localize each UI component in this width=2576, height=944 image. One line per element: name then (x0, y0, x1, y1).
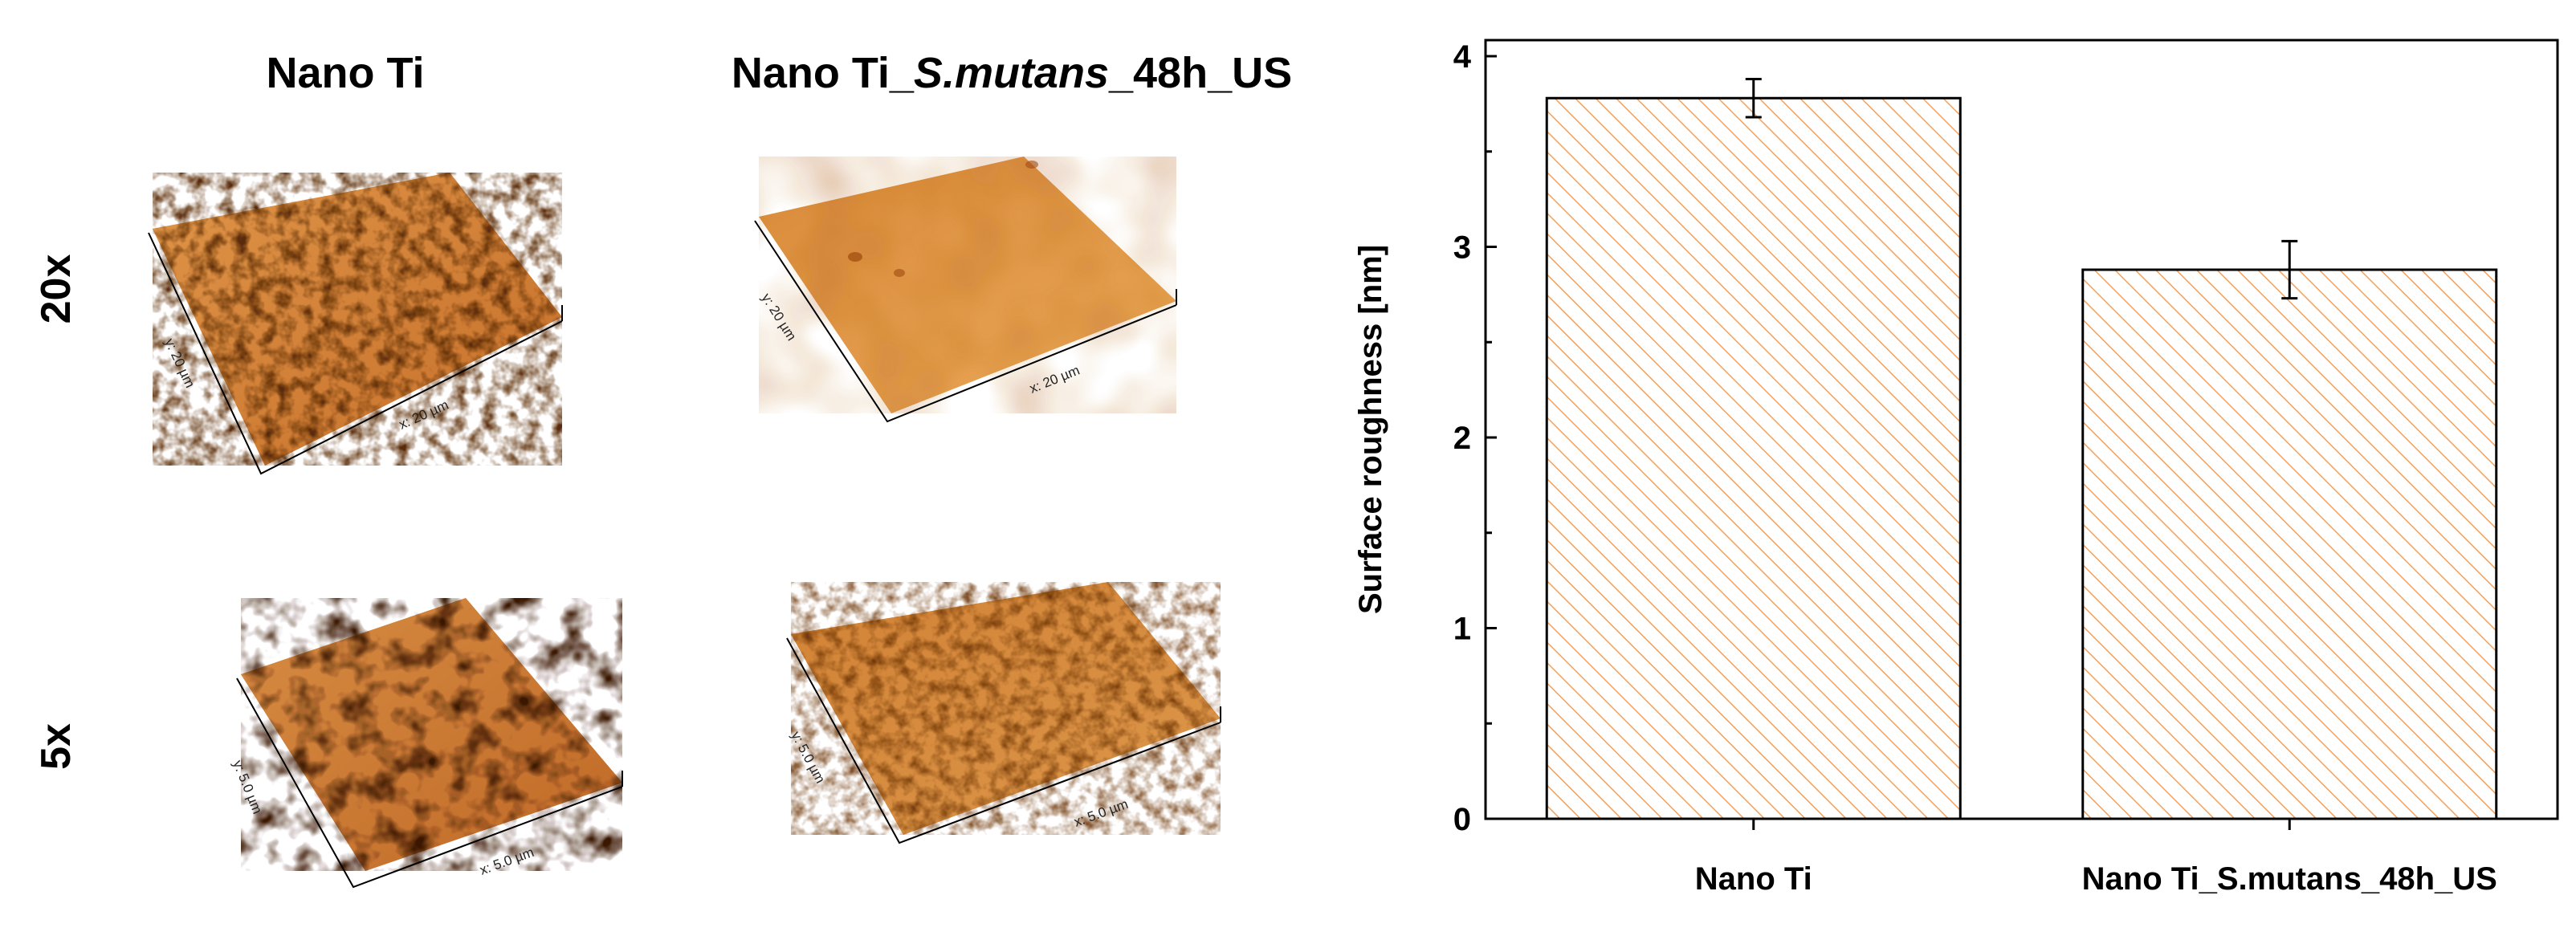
y-tick-label: 1 (1453, 612, 1471, 647)
col-title-nano-ti: Nano Ti (266, 49, 425, 97)
afm-image-nano-ti-5x: x: 5.0 µm y: 5.0 µm (230, 598, 623, 889)
plot-frame (1484, 39, 2559, 820)
col-title-nano-ti-smutans: Nano Ti_S.mutans_48h_US (707, 48, 1317, 98)
x-tick-label: Nano Ti_S.mutans_48h_US (2082, 861, 2497, 897)
afm-pit (894, 269, 905, 277)
afm-image-2-y-label: y: 20 µm (759, 291, 800, 344)
y-tick-label: 4 (1453, 39, 1472, 75)
bars (1545, 78, 2498, 820)
y-axis: 0 1 2 3 4 (1453, 39, 1497, 837)
surface-roughness-chart: 0 1 2 3 4 Nano Ti Nano Ti_S.mutans_48h_US Sur… (1353, 39, 2559, 897)
afm-image-4-y-label: y: 5.0 µm (788, 729, 828, 786)
y-tick-label: 3 (1453, 230, 1471, 266)
afm-image-3-x-label: x: 5.0 µm (478, 844, 536, 878)
afm-image-1-x-label: x: 20 µm (397, 397, 451, 433)
afm-image-2-x-label: x: 20 µm (1027, 363, 1082, 397)
afm-image-1-y-label: y: 20 µm (161, 336, 198, 390)
afm-images: x: 20 µm y: 20 µm x: 20 µm y: 20 µm x: 5… (148, 157, 1221, 889)
x-axis: Nano Ti Nano Ti_S.mutans_48h_US (1695, 819, 2497, 897)
y-tick-label: 2 (1453, 421, 1471, 456)
afm-image-4-x-label: x: 5.0 µm (1072, 796, 1131, 830)
y-axis-label: Surface roughness [nm] (1353, 245, 1388, 614)
col-title-species: S.mutans (913, 49, 1109, 97)
afm-pit (1025, 161, 1038, 169)
x-tick-label: Nano Ti (1695, 861, 1812, 897)
afm-image-3-y-label: y: 5.0 µm (230, 758, 265, 816)
col-title-prefix: Nano Ti_ (731, 49, 914, 97)
afm-image-nano-ti-20x: x: 20 µm y: 20 µm (148, 173, 563, 475)
afm-pit (848, 252, 862, 262)
afm-image-smutans-20x: x: 20 µm y: 20 µm (754, 157, 1177, 423)
bar (2081, 268, 2498, 820)
afm-image-smutans-5x: x: 5.0 µm y: 5.0 µm (786, 582, 1221, 844)
bar (1545, 96, 1962, 820)
y-tick-label: 0 (1453, 802, 1471, 837)
col-title-suffix: _48h_US (1108, 49, 1293, 97)
